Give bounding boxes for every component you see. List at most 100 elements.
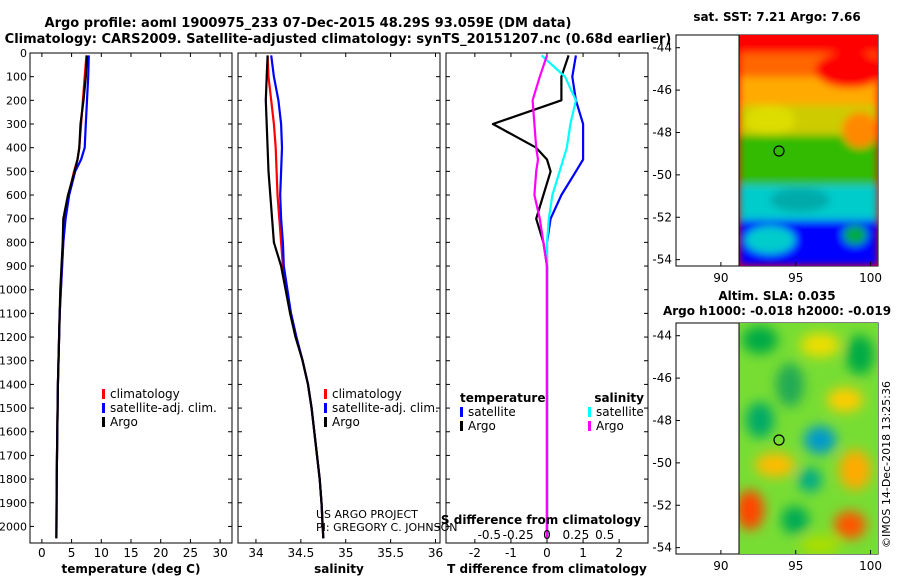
- legend-label: satellite: [596, 405, 644, 419]
- panel-frame: [237, 52, 441, 544]
- y-tick-label: 0: [20, 47, 27, 60]
- y-tick-label: 1700: [0, 449, 27, 462]
- x-tick-label: -2: [469, 546, 481, 560]
- x-axis-label: salinity: [314, 562, 364, 576]
- x-tick-label: 2: [615, 546, 623, 560]
- sla-map: Altim. SLA: 0.035 Argo h1000: -0.018 h20…: [652, 289, 891, 573]
- legend-label: Argo: [110, 415, 138, 429]
- map-y-tick-label: -44: [652, 329, 672, 343]
- legend-swatch: [324, 389, 327, 399]
- map-y-tick-label: -50: [652, 168, 672, 182]
- map-x-tick-label: 100: [859, 559, 882, 573]
- legend-swatch: [588, 407, 591, 417]
- y-tick-label: 700: [6, 213, 27, 226]
- credit-project: US ARGO PROJECT: [316, 508, 418, 521]
- legend-swatch: [102, 389, 105, 399]
- credit-pi: PI: GREGORY C. JOHNSON: [316, 521, 457, 534]
- map-y-tick-label: -54: [652, 253, 672, 267]
- legend-title-salinity: salinity: [594, 391, 644, 405]
- top-tick-label: -0.25: [503, 528, 534, 542]
- legend-label: Argo: [596, 419, 624, 433]
- panel-difference: -2 -1 0 1 2 T difference from climatology temp…: [441, 52, 649, 576]
- y-tick-label: 300: [6, 118, 27, 131]
- x-tick-label: 30: [212, 546, 227, 560]
- map-y-tick-label: -46: [652, 371, 672, 385]
- panel-salinity: 34 34.5 35 35.5 36 salinity climatologysatelli…: [237, 52, 443, 576]
- y-tick-label: 1300: [0, 355, 27, 368]
- top-tick-label: 0.5: [595, 528, 614, 542]
- sla-float-marker: [773, 434, 785, 446]
- series-argo: [264, 55, 325, 539]
- legend-title-temperature: temperature: [460, 391, 545, 405]
- y-tick-label: 800: [6, 236, 27, 249]
- x-tick-label: 1: [579, 546, 587, 560]
- legend-swatch: [324, 417, 327, 427]
- x-tick-label: 0: [38, 546, 46, 560]
- y-tick-label: 500: [6, 165, 27, 178]
- x-tick-label: 36: [428, 546, 443, 560]
- series-argo: [55, 55, 89, 539]
- y-tick-label: 1800: [0, 473, 27, 486]
- y-tick-label: 1000: [0, 284, 27, 297]
- sla-map-subtitle: Argo h1000: -0.018 h2000: -0.019: [663, 304, 891, 318]
- title-line-2: Climatology: CARS2009. Satellite-adjuste…: [5, 32, 672, 47]
- map-y-tick-label: -54: [652, 541, 672, 555]
- y-tick-label: 1600: [0, 426, 27, 439]
- sst-map: sat. SST: 7.21 Argo: 7.66 -44 -46 -48 -50 -5…: [652, 10, 882, 285]
- top-tick-label: 0.25: [562, 528, 589, 542]
- x-tick-label: 15: [123, 546, 138, 560]
- y-tick-label: 200: [6, 94, 27, 107]
- map-x-tick-label: 95: [788, 559, 803, 573]
- map-y-tick-label: -48: [652, 125, 672, 139]
- y-tick-label: 100: [6, 71, 27, 84]
- legend-label: Argo: [332, 415, 360, 429]
- y-tick-label: 1900: [0, 497, 27, 510]
- legend-swatch: [460, 421, 463, 431]
- y-tick-label: 1400: [0, 378, 27, 391]
- top-tick-label: 0: [543, 528, 551, 542]
- y-tick-label: 900: [6, 260, 27, 273]
- y-tick-label: 1200: [0, 331, 27, 344]
- map-y-tick-label: -44: [652, 41, 672, 55]
- map-y-tick-label: -50: [652, 456, 672, 470]
- x-tick-label: 10: [94, 546, 109, 560]
- map-y-tick-label: -52: [652, 498, 672, 512]
- x-tick-label: 34.5: [287, 546, 314, 560]
- x-tick-label: 5: [68, 546, 76, 560]
- y-tick-label: 1100: [0, 307, 27, 320]
- map-y-tick-label: -52: [652, 210, 672, 224]
- y-tick-label: 600: [6, 189, 27, 202]
- legend-label: satellite-adj. clim.: [332, 401, 439, 415]
- x-axis-label: T difference from climatology: [447, 562, 647, 576]
- map-y-tick-label: -48: [652, 413, 672, 427]
- sla-map-title: Altim. SLA: 0.035: [718, 289, 835, 303]
- top-axis-label: S difference from climatology: [441, 513, 641, 527]
- legend-swatch: [588, 421, 591, 431]
- map-y-tick-label: -46: [652, 83, 672, 97]
- x-tick-label: -1: [505, 546, 517, 560]
- sst-map-title: sat. SST: 7.21 Argo: 7.66: [693, 10, 860, 24]
- x-tick-label: 0: [543, 546, 551, 560]
- series-s-argo: [531, 55, 549, 539]
- sst-float-marker: [773, 145, 785, 157]
- y-tick-label: 2000: [0, 520, 27, 533]
- legend-swatch: [460, 407, 463, 417]
- top-tick-label: -0.5: [478, 528, 501, 542]
- credit-imos: ©IMOS 14-Dec-2018 13:25:36: [880, 381, 893, 548]
- legend-label: satellite-adj. clim.: [110, 401, 217, 415]
- map-x-tick-label: 100: [859, 271, 882, 285]
- panel-temperature: 0100200300400500600700800900100011001200…: [0, 47, 233, 576]
- x-tick-label: 20: [153, 546, 168, 560]
- legend-label: climatology: [110, 387, 180, 401]
- legend-label: climatology: [332, 387, 402, 401]
- y-tick-label: 1500: [0, 402, 27, 415]
- x-tick-label: 34: [248, 546, 263, 560]
- legend-label: Argo: [468, 419, 496, 433]
- legend-label: satellite: [468, 405, 516, 419]
- x-tick-label: 25: [183, 546, 198, 560]
- x-tick-label: 35: [338, 546, 353, 560]
- panel-frame: [29, 52, 233, 544]
- x-axis-label: temperature (deg C): [62, 562, 201, 576]
- title-line-1: Argo profile: aoml 1900975_233 07-Dec-20…: [45, 16, 572, 31]
